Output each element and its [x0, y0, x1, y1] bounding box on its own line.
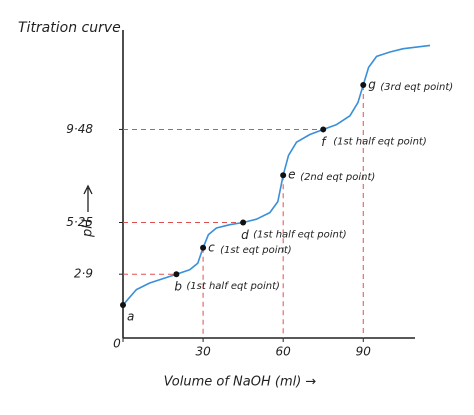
y-tick-label: 2·9	[74, 267, 93, 281]
x-axis-label: Volume of NaOH (ml) →	[164, 375, 317, 390]
point	[200, 244, 207, 251]
x-tick-label: 30	[195, 345, 211, 359]
point	[360, 82, 367, 88]
point	[280, 172, 287, 179]
point-label: d	[241, 228, 249, 242]
point-note: (1st half eqt point)	[253, 230, 347, 241]
point-label: f	[321, 135, 327, 149]
point	[240, 219, 247, 226]
point-label: a	[127, 310, 134, 324]
titration-curve	[122, 44, 431, 306]
point-label: g	[368, 78, 376, 92]
y-tick-label: 9·48	[66, 122, 93, 136]
point	[120, 302, 126, 308]
point-label: e	[288, 168, 295, 182]
point-note: (1st eqt point)	[220, 245, 292, 256]
point-note: (3rd eqt point)	[380, 82, 453, 93]
point-label: c	[208, 240, 215, 254]
point-note: (2nd eqt point)	[300, 172, 375, 183]
point-note: (1st half eqt point)	[333, 136, 427, 147]
x-tick-label: 90	[356, 345, 372, 359]
x-tick-label: 0	[113, 337, 121, 351]
point-label: b	[174, 280, 182, 294]
point-note: (1st half eqt point)	[186, 281, 280, 292]
point	[173, 271, 180, 278]
y-axis-label: pH	[81, 219, 96, 238]
y-tick-label: 5·25	[66, 215, 93, 229]
y-label-arrow	[83, 184, 93, 212]
x-tick-label: 60	[276, 345, 292, 359]
point	[320, 126, 327, 133]
chart-title: Titration curve	[18, 20, 121, 36]
